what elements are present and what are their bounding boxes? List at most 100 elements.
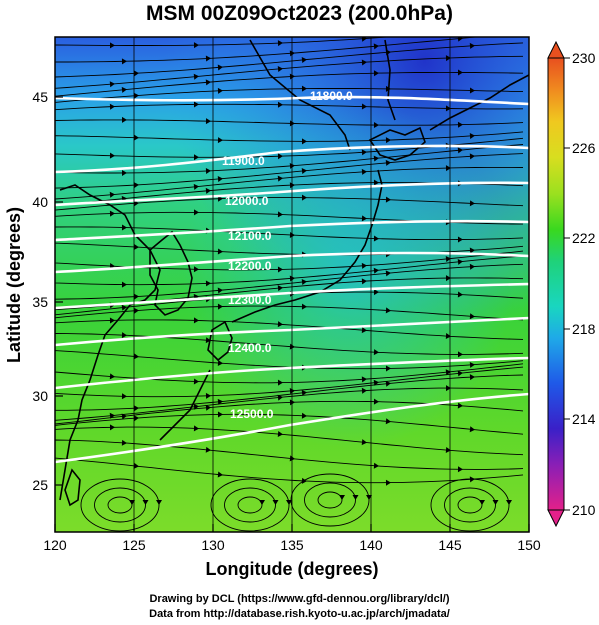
streamline-arrowhead: [205, 118, 211, 125]
streamline-arrowhead: [457, 258, 463, 265]
streamline-arrowhead: [301, 138, 307, 145]
streamline: [55, 413, 524, 435]
streamline-arrowhead: [301, 279, 307, 285]
streamline: [55, 153, 524, 189]
footer-credit-data: Data from http://database.rish.kyoto-u.a…: [149, 608, 450, 620]
streamline-arrowhead: [109, 103, 115, 110]
streamline-arrowhead: [469, 313, 475, 320]
streamline-arrowhead: [361, 439, 367, 446]
y-tick-marks: [55, 96, 63, 486]
streamline-arrowhead: [457, 147, 463, 154]
streamline-arrowhead: [217, 411, 223, 418]
streamline-arrowhead: [373, 235, 379, 242]
streamline-arrowhead: [457, 121, 463, 128]
streamline-arrowhead: [301, 303, 307, 310]
streamline: [55, 166, 524, 200]
streamline-arrowhead: [133, 462, 139, 469]
streamline-arrowhead: [457, 236, 463, 243]
streamline: [55, 305, 524, 323]
streamline-arrowhead: [277, 153, 283, 160]
streamline-arrowhead: [457, 291, 463, 298]
streamline-arrowhead: [445, 255, 451, 262]
map-title: MSM 00Z09Oct2023 (200.0hPa): [146, 2, 453, 25]
streamline: [55, 88, 524, 106]
x-tick-150: 150: [517, 537, 541, 553]
streamline-arrowhead: [109, 317, 115, 324]
streamline-arrowhead: [133, 92, 139, 99]
streamline-arrowhead: [385, 137, 391, 144]
streamline-arrowhead: [339, 495, 345, 500]
contour-11800: [55, 95, 529, 106]
streamline-arrowhead: [457, 402, 463, 409]
streamline-arrowhead: [445, 385, 451, 392]
streamline-arrowhead: [385, 479, 391, 486]
streamline-arrowhead: [129, 500, 135, 505]
streamline-arrowhead: [205, 392, 211, 399]
colorbar-label-214: 214: [572, 411, 596, 427]
streamline-arrowhead: [205, 337, 211, 344]
streamline-arrowhead: [373, 267, 379, 274]
contour-label-12300: 12300.0: [228, 293, 272, 307]
colorbar-min-arrow: [547, 509, 565, 528]
streamline-arrowhead: [469, 361, 475, 368]
streamline-arrowhead: [289, 231, 295, 238]
streamline-arrowhead: [301, 194, 307, 201]
streamline-arrowhead: [217, 64, 223, 71]
streamline-arrowhead: [272, 500, 279, 505]
contour-12500: [55, 356, 529, 390]
streamline-arrowhead: [277, 431, 283, 437]
streamline-arrowhead: [217, 471, 223, 478]
streamline-arrowhead: [109, 152, 115, 159]
streamline-arrowhead: [373, 349, 379, 356]
colorbar-label-226: 226: [572, 140, 596, 156]
streamline-arrowhead: [385, 307, 391, 314]
plot-area: 11800.0 11900.0 12000.0 12100.0 12200.0 …: [55, 37, 529, 532]
contour-label-12200: 12200.0: [228, 259, 272, 273]
streamline-arrowhead: [133, 70, 139, 77]
streamline-arrowhead: [217, 248, 223, 255]
x-tick-130: 130: [201, 537, 225, 553]
streamline: [55, 37, 394, 46]
streamline-arrowhead: [289, 182, 295, 189]
contour-labels: 11800.0 11900.0 12000.0 12100.0 12200.0 …: [222, 89, 353, 421]
streamline-arrowhead: [277, 266, 283, 273]
streamline-arrowhead: [109, 81, 115, 88]
contour-label-11900: 11900.0: [222, 154, 265, 168]
streamline-arrowhead: [445, 55, 451, 62]
x-axis-label: Longitude (degrees): [205, 559, 378, 579]
x-tick-120: 120: [43, 537, 67, 553]
streamline-arrowhead: [217, 287, 223, 294]
streamline-arrowhead: [259, 500, 265, 505]
streamline-arrowhead: [373, 379, 379, 386]
streamline-arrowhead: [133, 182, 139, 189]
streamline-arrowhead: [193, 317, 199, 324]
coastline-sakhalin: [384, 39, 396, 121]
x-tick-labels: 120 125 130 135 140 145 150: [43, 537, 541, 553]
streamline-arrowhead: [193, 378, 199, 385]
streamline-arrowhead: [133, 293, 139, 300]
streamline-arrowhead: [445, 105, 451, 112]
streamline-arrowhead: [193, 42, 199, 49]
streamline: [55, 197, 524, 215]
streamline-arrowhead: [277, 379, 283, 386]
streamline-arrowhead: [361, 168, 367, 175]
streamline-arrowhead: [361, 278, 367, 285]
streamline-arrowhead: [133, 243, 139, 250]
streamline-arrowhead: [373, 179, 379, 186]
streamline-arrowhead: [133, 134, 139, 141]
streamline-arrowhead: [479, 500, 485, 505]
streamline-arrowhead: [121, 224, 127, 231]
colorbar: 230 226 222 218 214 210: [547, 40, 596, 528]
streamline-arrowhead: [366, 495, 372, 500]
streamline-arrowhead: [361, 262, 367, 269]
streamline-arrowhead: [457, 351, 463, 358]
streamline-arrowhead: [109, 373, 115, 380]
streamline-arrowhead: [193, 101, 199, 108]
colorbar-ticks: [564, 57, 570, 511]
streamline-arrowhead: [457, 466, 463, 473]
streamline-arrowhead: [109, 191, 115, 198]
streamline: [55, 350, 524, 370]
streamline-arrowhead: [133, 353, 139, 360]
streamline-arrowhead: [385, 159, 391, 166]
